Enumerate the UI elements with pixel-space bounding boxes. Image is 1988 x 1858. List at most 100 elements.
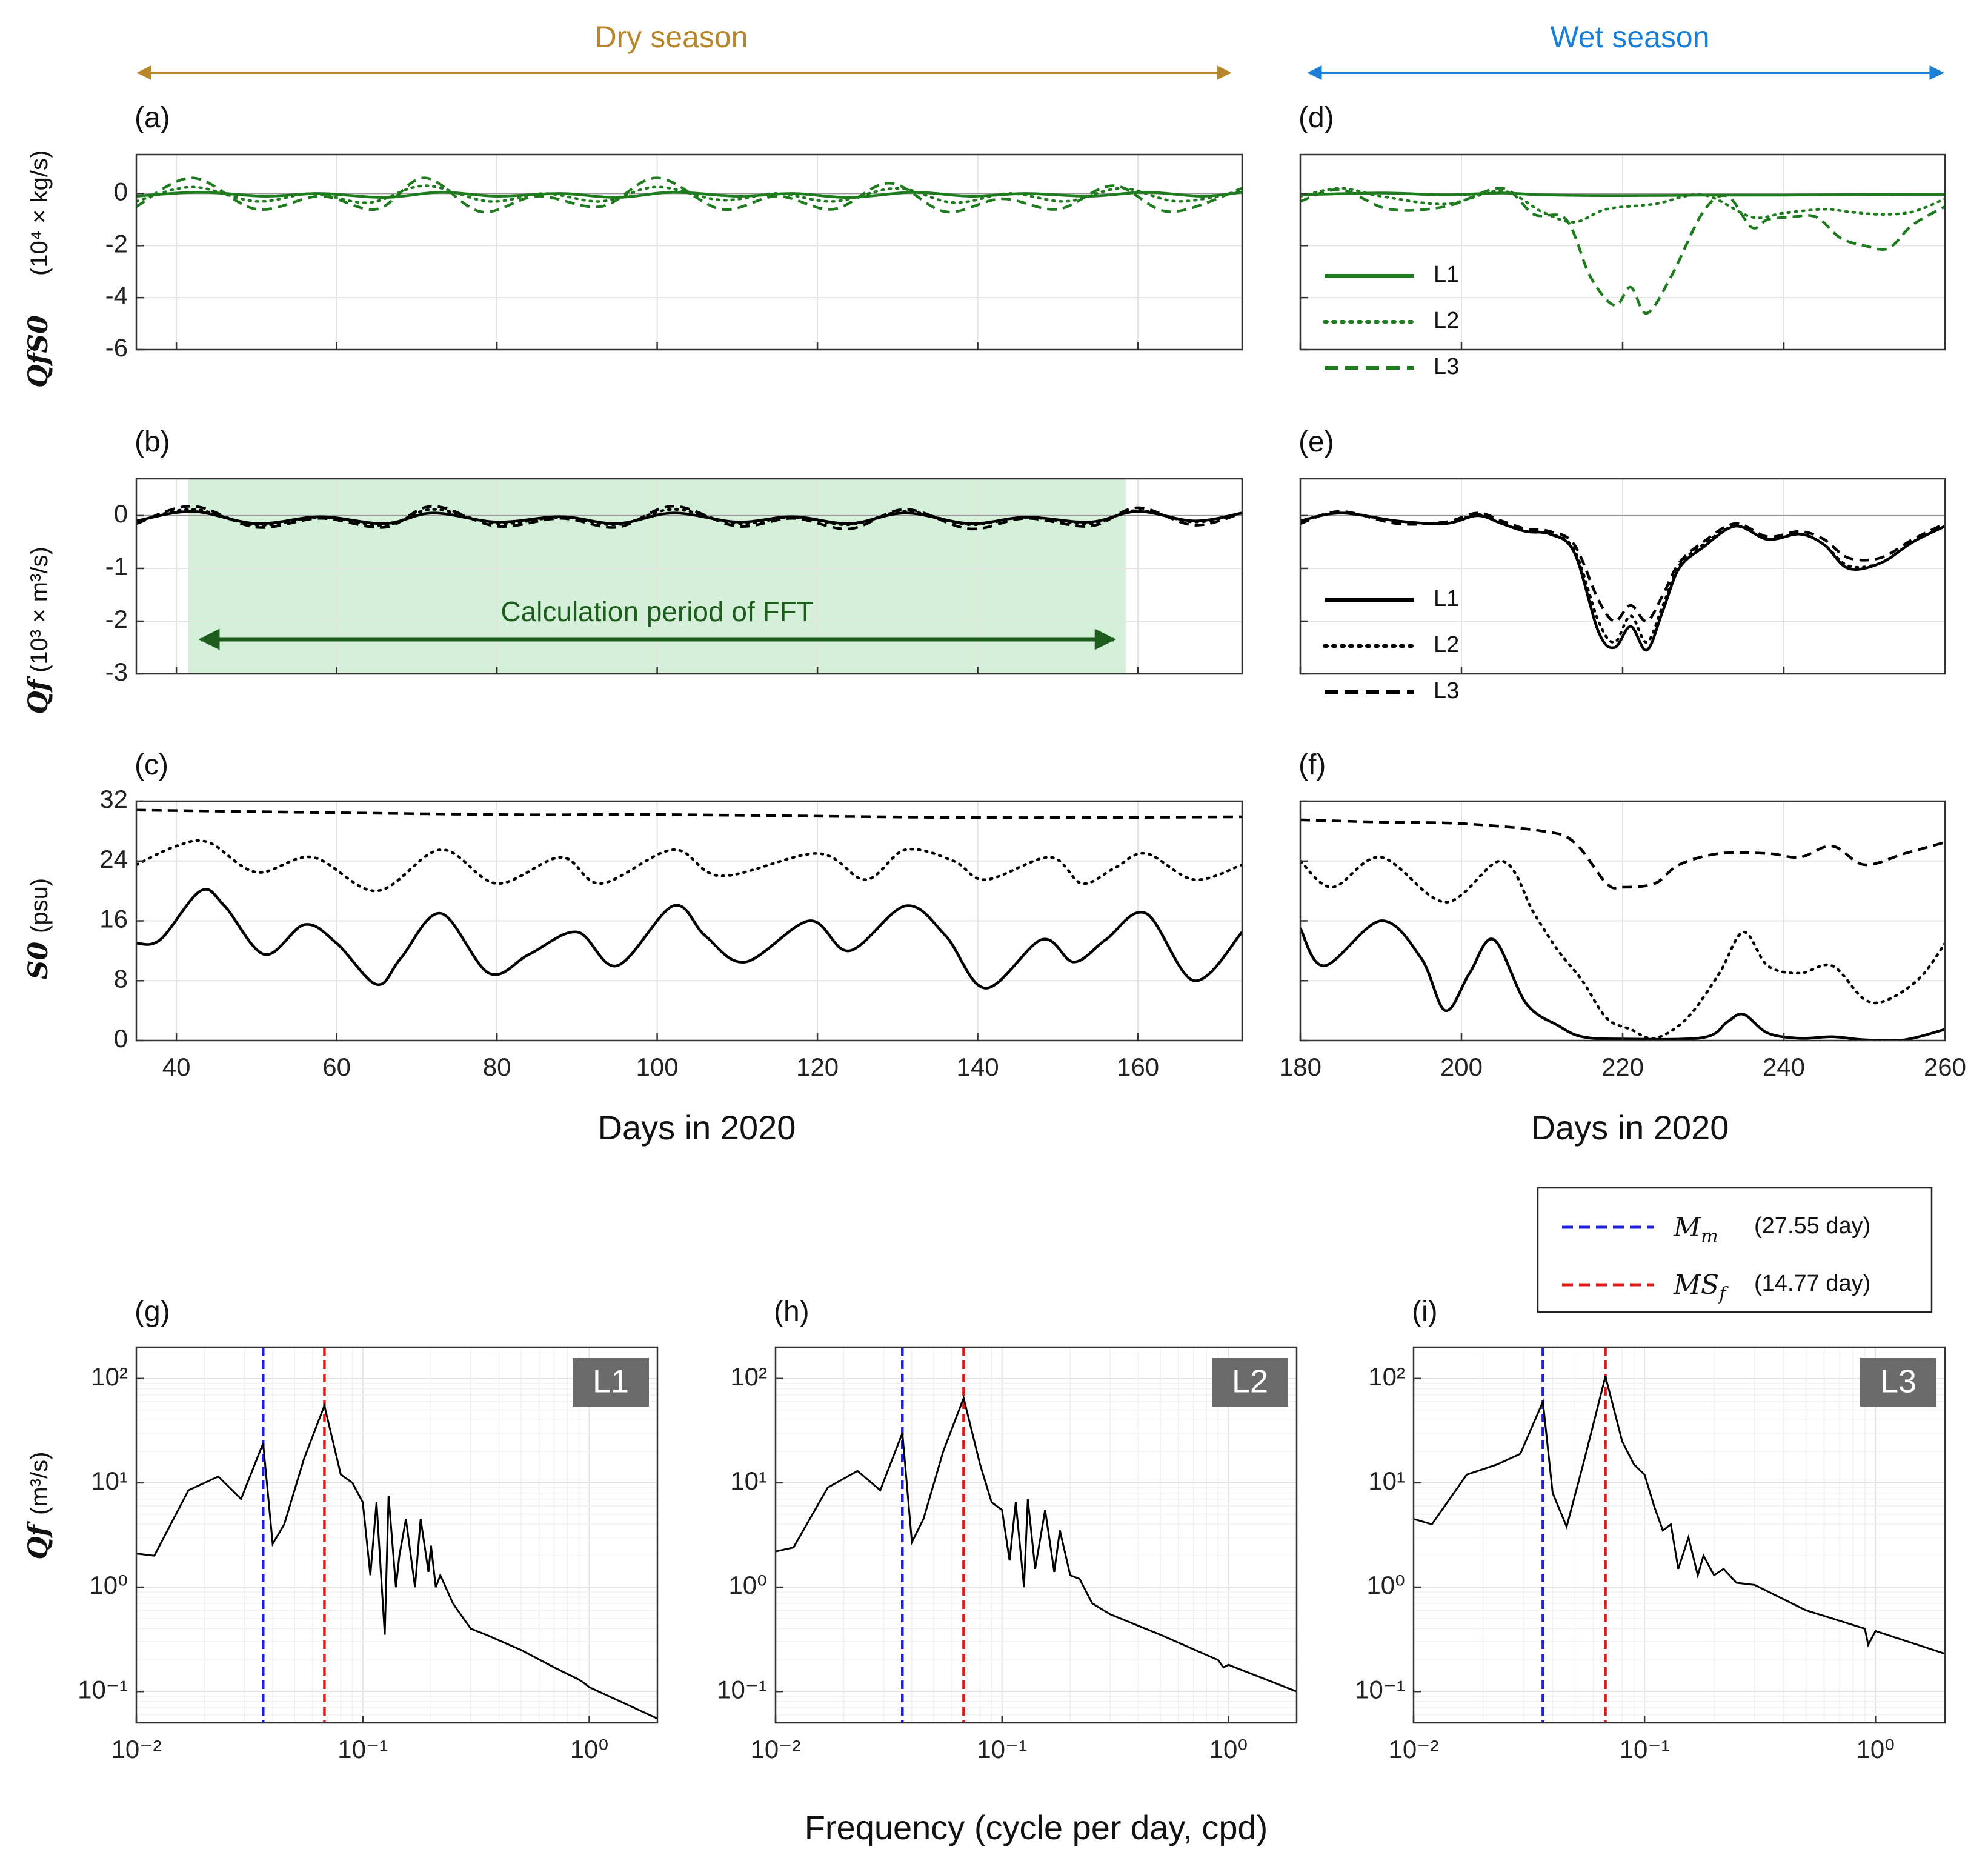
- x-tick-label: 40: [162, 1053, 191, 1081]
- y-tick-label: 10²: [1368, 1362, 1405, 1391]
- ylabel-b-symbol: Qf: [23, 675, 54, 714]
- x-tick-label: 10⁻¹: [1620, 1735, 1670, 1763]
- y-tick-label: 16: [99, 905, 128, 933]
- wet-season-label: Wet season: [1550, 20, 1709, 54]
- series-l3: [1300, 818, 1945, 890]
- ylabel-g-symbol: Qf: [23, 1520, 54, 1559]
- panel-label: (d): [1298, 102, 1334, 134]
- panel-b: 0 -1 -2 -3 (b) Calculation period of FFT: [105, 426, 1243, 686]
- series-l3: [1300, 510, 1945, 623]
- series-l2: [136, 839, 1242, 893]
- legend-mm-symbol: Mm: [1673, 1212, 1718, 1247]
- series-l2: [776, 1394, 1297, 1693]
- series-l1: [1300, 191, 1945, 198]
- panel-i: 10⁻² 10⁻¹ 10⁰ 10⁻¹ 10⁰ 10¹ 10² (i) L3: [1355, 1296, 1946, 1763]
- series-l3: [1414, 1376, 1945, 1655]
- panel-h: 10⁻² 10⁻¹ 10⁰ 10⁻¹ 10⁰ 10¹ 10² (h) L2: [717, 1296, 1298, 1763]
- x-tick-label: 160: [1117, 1053, 1159, 1081]
- x-tick-label: 10⁰: [570, 1735, 609, 1763]
- ylabel-c-symbol: S0: [23, 941, 54, 979]
- series-l2: [1300, 187, 1945, 224]
- dry-season-label: Dry season: [595, 20, 748, 54]
- y-tick-label: 24: [99, 845, 128, 873]
- y-tick-label: 0: [114, 177, 128, 205]
- x-tick-label: 120: [796, 1053, 839, 1081]
- x-tick-label: 260: [1924, 1053, 1966, 1081]
- spectral-legend-box: [1537, 1187, 1933, 1313]
- y-tick-label: 10¹: [91, 1467, 128, 1495]
- x-tick-label: 10⁻¹: [337, 1735, 388, 1763]
- legend-msf-symbol-main: MS: [1673, 1270, 1719, 1300]
- station-badge-label: L2: [1232, 1363, 1268, 1399]
- series-l2: [1300, 511, 1945, 644]
- x-tick-label: 10⁰: [1856, 1735, 1895, 1763]
- series-l1: [1300, 919, 1945, 1041]
- legend-msf-text: (14.77 day): [1754, 1271, 1870, 1296]
- ylabel-g: Qf (m³/s): [23, 1452, 54, 1560]
- legend-label-l3: L3: [1434, 354, 1459, 379]
- xlabel-days-dry: Days in 2020: [598, 1108, 796, 1147]
- ylabel-a: QfS0 (10⁴ × kg/s): [23, 150, 54, 388]
- fft-period-label: Calculation period of FFT: [500, 596, 813, 627]
- panel-label: (h): [774, 1296, 809, 1328]
- y-tick-label: 0: [114, 499, 128, 528]
- panel-c: 40 60 80 100 120 140 160 0 8 16 24 32(c): [99, 749, 1243, 1081]
- legend-label-l2: L2: [1434, 308, 1459, 333]
- panel-label: (a): [135, 102, 170, 134]
- y-tick-label: 10⁰: [728, 1571, 767, 1599]
- x-tick-label: 240: [1763, 1053, 1805, 1081]
- y-tick-label: -3: [105, 658, 128, 686]
- y-tick-label: 10⁰: [1366, 1571, 1405, 1599]
- x-tick-label: 100: [636, 1053, 679, 1081]
- series-l1: [136, 1402, 657, 1720]
- panel-label: (e): [1298, 426, 1334, 458]
- station-badge: [1212, 1358, 1288, 1407]
- series-l3: [136, 505, 1242, 531]
- ylabel-g-unit: (m³/s): [26, 1452, 53, 1515]
- legend-mm-symbol-main: M: [1673, 1212, 1701, 1243]
- y-tick-label: 10⁻¹: [1355, 1675, 1405, 1703]
- x-tick-label: 10⁻¹: [977, 1735, 1027, 1763]
- series-l3: [1300, 187, 1945, 315]
- station-badge: [573, 1358, 649, 1407]
- x-tick-label: 220: [1601, 1053, 1644, 1081]
- xlabel-days-wet: Days in 2020: [1531, 1108, 1729, 1147]
- y-tick-label: 10²: [730, 1362, 767, 1391]
- ylabel-b-unit: (10³ × m³/s): [26, 547, 53, 673]
- xlabel-frequency: Frequency (cycle per day, cpd): [805, 1808, 1268, 1846]
- panel-label: (c): [135, 749, 168, 781]
- series-l3: [136, 176, 1242, 214]
- x-tick-label: 10⁻²: [1389, 1735, 1439, 1763]
- x-tick-label: 60: [322, 1053, 351, 1081]
- y-tick-label: 10¹: [730, 1467, 767, 1495]
- x-tick-label: 10⁰: [1209, 1735, 1248, 1763]
- x-tick-label: 10⁻²: [751, 1735, 801, 1763]
- x-tick-label: 80: [483, 1053, 511, 1081]
- legend-msf-symbol: MSf: [1673, 1270, 1729, 1305]
- ylabel-a-unit: (10⁴ × kg/s): [26, 150, 53, 276]
- plot-frame: [135, 153, 1243, 351]
- station-badge: [1860, 1358, 1936, 1407]
- y-tick-label: 8: [114, 964, 128, 993]
- y-tick-label: -2: [105, 605, 128, 633]
- y-tick-label: 10²: [91, 1362, 128, 1391]
- y-tick-label: -4: [105, 281, 128, 310]
- legend-label-l1: L1: [1434, 262, 1459, 287]
- series-l1: [136, 888, 1242, 990]
- y-tick-label: 10⁰: [89, 1571, 128, 1599]
- panel-label: (i): [1412, 1296, 1438, 1328]
- spectral-legend: Mm (27.55 day) MSf (14.77 day): [1537, 1187, 1933, 1313]
- x-tick-label: 200: [1440, 1053, 1483, 1081]
- y-tick-label: 10¹: [1368, 1467, 1405, 1495]
- panel-label: (b): [135, 426, 170, 458]
- y-tick-label: -2: [105, 229, 128, 258]
- plot-frame: [774, 1346, 1298, 1724]
- legend-mm-text: (27.55 day): [1754, 1213, 1870, 1239]
- panel-f: 180 200 220 240 260 (f): [1279, 749, 1966, 1081]
- panel-label: (f): [1298, 749, 1326, 781]
- series-l2: [136, 184, 1242, 204]
- panel-e: (e) L1 L2 L3: [1298, 426, 1946, 704]
- y-tick-label: -1: [105, 552, 128, 581]
- panel-label: (g): [135, 1296, 170, 1328]
